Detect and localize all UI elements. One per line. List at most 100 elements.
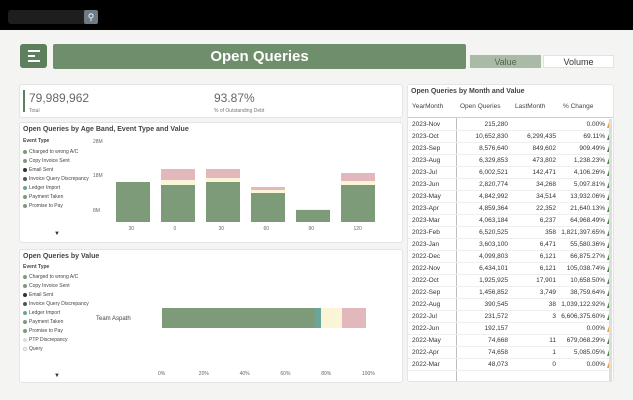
col-header-yearmonth[interactable]: YearMonth xyxy=(412,103,444,110)
bar-segment[interactable] xyxy=(250,187,285,191)
cell-pct-change: 13,932.06% xyxy=(570,193,605,200)
cell-pct-change: 1,238.23% xyxy=(573,157,605,164)
bar-segment[interactable] xyxy=(160,168,195,180)
bar-segment[interactable] xyxy=(160,179,195,185)
cell-yearmonth: 2023-Feb xyxy=(412,229,440,236)
cell-open-queries: 6,002,521 xyxy=(479,169,508,176)
cell-yearmonth: 2022-Nov xyxy=(412,265,441,272)
cell-yearmonth: 2023-Jul xyxy=(412,169,437,176)
legend-scroll-down-icon[interactable]: ▼ xyxy=(54,373,60,379)
legend-item[interactable]: Invoice Query Discrepancy xyxy=(23,299,89,308)
cell-open-queries: 4,859,364 xyxy=(479,205,508,212)
legend-item[interactable]: Promise to Pay xyxy=(23,326,89,335)
legend-item[interactable]: Ledger Import xyxy=(23,308,89,317)
legend-item[interactable]: Ledger Import xyxy=(23,183,89,192)
table-row[interactable]: 2023-Jun 2,820,774 34,268 5,097.81% xyxy=(408,179,613,191)
legend-item[interactable]: Query xyxy=(23,344,89,353)
table-row[interactable]: 2023-Apr 4,859,364 22,352 21,640.13% xyxy=(408,203,613,215)
legend-label: Copy Invoice Sent xyxy=(29,157,70,164)
bar-segment[interactable] xyxy=(250,192,285,222)
legend-item[interactable]: Copy Invoice Sent xyxy=(23,156,89,165)
bar-segment[interactable] xyxy=(295,208,330,211)
bar-segment[interactable] xyxy=(321,308,342,328)
table-row[interactable]: 2022-Nov 6,434,101 6,121 105,038.74% xyxy=(408,263,613,275)
legend-item[interactable]: Charged to wrong A/C xyxy=(23,272,89,281)
y-tick-label: 18M xyxy=(93,173,103,179)
col-header-pct-change[interactable]: % Change xyxy=(563,103,594,110)
x-tick-label: 120 xyxy=(353,226,362,232)
table-row[interactable]: 2023-Oct 10,652,830 6,299,435 69.11% xyxy=(408,131,613,143)
col-header-lastmonth[interactable]: LastMonth xyxy=(515,103,546,110)
cell-open-queries: 3,603,100 xyxy=(479,241,508,248)
cell-pct-change: 21,640.13% xyxy=(570,205,605,212)
legend-item[interactable]: PTP Discrepancy xyxy=(23,335,89,344)
cell-lastmonth: 22,352 xyxy=(536,205,556,212)
legend-item[interactable]: Email Sent xyxy=(23,165,89,174)
legend-item[interactable]: Email Sent xyxy=(23,290,89,299)
search-box[interactable]: ⚲ xyxy=(8,10,98,24)
bar-segment[interactable] xyxy=(250,190,285,193)
legend-label: Email Sent xyxy=(29,166,54,173)
bar-segment[interactable] xyxy=(315,308,322,328)
table-row[interactable]: 2023-Jul 6,002,521 142,471 4,106.26% xyxy=(408,167,613,179)
search-icon[interactable]: ⚲ xyxy=(84,10,98,24)
legend-item[interactable]: Payment Taken xyxy=(23,317,89,326)
legend-label: Charged to wrong A/C xyxy=(29,148,79,155)
legend-dot-icon xyxy=(23,310,27,315)
bar-segment[interactable] xyxy=(205,168,240,179)
col-header-open-queries[interactable]: Open Queries xyxy=(460,103,501,110)
legend-item[interactable]: Charged to wrong A/C xyxy=(23,147,89,156)
table-row[interactable]: 2023-Jan 3,603,100 6,471 55,580.36% xyxy=(408,239,613,251)
legend-title: Event Type xyxy=(23,138,50,144)
table-row[interactable]: 2022-Aug 390,545 38 1,039,122.92% xyxy=(408,299,613,311)
value-plot xyxy=(162,306,366,330)
table-row[interactable]: 2022-Jun 192,157 0.00% xyxy=(408,323,613,335)
table-scrollbar[interactable] xyxy=(609,119,612,381)
page-title: Open Queries xyxy=(53,44,466,69)
bar-segment[interactable] xyxy=(205,178,240,183)
table-row[interactable]: 2023-Nov 215,280 0.00% xyxy=(408,119,613,131)
x-tick-label: 60 xyxy=(263,226,270,232)
table-row[interactable]: 2023-Sep 8,576,640 849,602 909.49% xyxy=(408,143,613,155)
x-tick-label: 0% xyxy=(158,371,166,377)
cell-yearmonth: 2022-Sep xyxy=(412,289,441,296)
bar-segment[interactable] xyxy=(341,308,366,328)
table-row[interactable]: 2022-Jul 231,572 3 6,606,375.60% xyxy=(408,311,613,323)
bar-segment[interactable] xyxy=(340,180,375,185)
cell-lastmonth: 6,299,435 xyxy=(527,133,556,140)
legend-item[interactable]: Invoice Query Discrepancy xyxy=(23,174,89,183)
cell-yearmonth: 2023-Jan xyxy=(412,241,440,248)
menu-button[interactable] xyxy=(20,44,47,68)
legend-scroll-down-icon[interactable]: ▼ xyxy=(54,231,60,237)
bar-segment[interactable] xyxy=(295,210,330,222)
bar-segment[interactable] xyxy=(160,184,195,222)
table-row[interactable]: 2022-Mar 48,073 0 0.00% xyxy=(408,359,613,371)
table-row[interactable]: 2023-Feb 6,520,525 358 1,821,397.65% xyxy=(408,227,613,239)
bar-segment[interactable] xyxy=(205,182,240,222)
table-row[interactable]: 2022-May 74,668 11 679,068.29% xyxy=(408,335,613,347)
bar-segment[interactable] xyxy=(340,184,375,222)
table-row[interactable]: 2023-May 4,842,992 34,514 13,932.06% xyxy=(408,191,613,203)
table-row[interactable]: 2022-Dec 4,099,803 6,121 66,875.27% xyxy=(408,251,613,263)
table-row[interactable]: 2022-Oct 1,925,925 17,901 10,658.50% xyxy=(408,275,613,287)
cell-pct-change: 6,606,375.60% xyxy=(561,313,605,320)
cell-yearmonth: 2022-Jun xyxy=(412,325,440,332)
table-row[interactable]: 2023-Aug 6,329,853 473,802 1,238.23% xyxy=(408,155,613,167)
table-row[interactable]: 2022-Sep 1,456,852 3,749 38,759.64% xyxy=(408,287,613,299)
bar-segment[interactable] xyxy=(340,172,375,181)
table-row[interactable]: 2022-Apr 74,658 1 5,085.05% xyxy=(408,347,613,359)
cell-lastmonth: 34,268 xyxy=(536,181,556,188)
cell-lastmonth: 17,901 xyxy=(536,277,556,284)
legend-item[interactable]: Copy Invoice Sent xyxy=(23,281,89,290)
legend-item[interactable]: Promise to Pay xyxy=(23,201,89,210)
table-row[interactable]: 2023-Mar 4,063,184 6,237 64,968.49% xyxy=(408,215,613,227)
menu-line-icon xyxy=(27,50,40,52)
bar-segment[interactable] xyxy=(162,308,315,328)
toggle-volume-button[interactable]: Volume xyxy=(543,55,614,68)
legend-dot-icon xyxy=(23,292,27,297)
bar-segment[interactable] xyxy=(115,182,150,222)
cell-lastmonth: 6,121 xyxy=(539,253,556,260)
legend-item[interactable]: Payment Taken xyxy=(23,192,89,201)
toggle-value-button[interactable]: Value xyxy=(470,55,541,68)
cell-open-queries: 48,073 xyxy=(488,361,508,368)
